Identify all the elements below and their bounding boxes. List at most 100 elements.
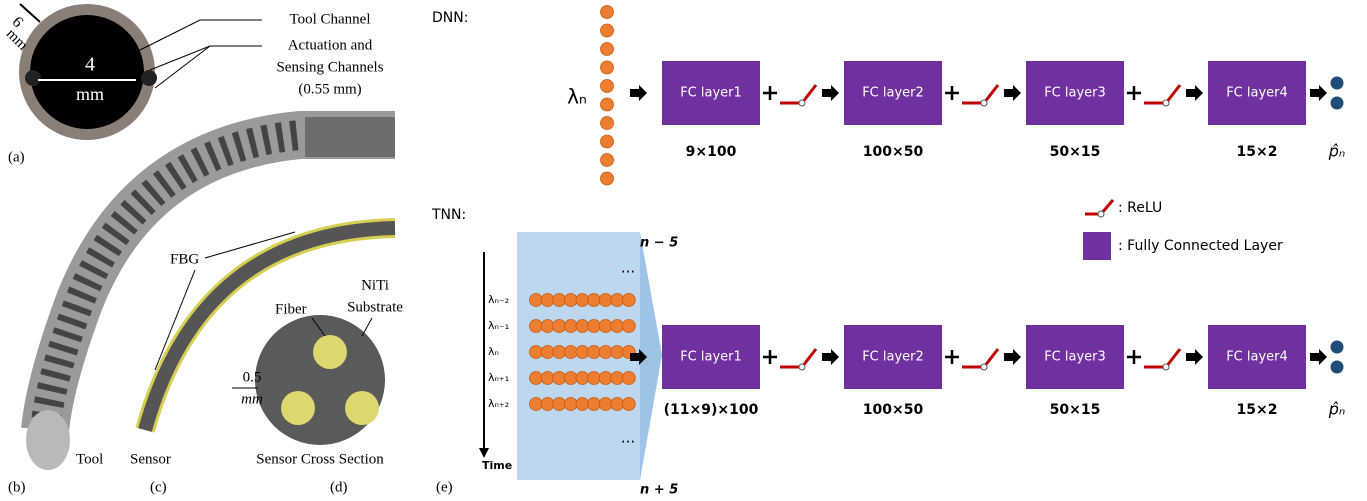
label: Actuation and [288,37,373,53]
neuron [601,80,614,93]
input-label: λₙ [567,85,587,109]
label: Sensing Channels [276,59,383,75]
arrow [1186,85,1203,101]
label: FBG [170,251,199,267]
arrow [1186,349,1203,365]
neuron [564,294,577,307]
layer-size: 9×100 [686,144,737,160]
label: (0.55 mm) [298,81,361,97]
relu-icon [799,100,805,106]
neuron [588,398,601,411]
neuron [611,398,624,411]
layer-name: FC layer2 [862,350,924,365]
panel-label: (b) [8,479,26,495]
channel [25,70,41,86]
label: mm [241,391,263,407]
neuron [576,346,589,359]
ellipsis: ... [621,429,635,447]
output-neuron [1331,361,1344,374]
neuron [601,43,614,56]
neuron [541,398,554,411]
legend-label: : ReLU [1118,200,1162,216]
neuron [601,98,614,111]
cross-section [255,315,385,445]
neuron [601,135,614,148]
neuron [576,372,589,385]
neuron [599,398,612,411]
relu-icon [981,364,987,370]
time-arrow [479,448,489,458]
neuron [564,372,577,385]
layer-size: 15×2 [1237,402,1278,418]
legend: : ReLU : Fully Connected Layer [1083,200,1283,260]
neuron [576,294,589,307]
leader [362,318,372,336]
neuron [601,172,614,185]
neuron [541,346,554,359]
neuron [599,320,612,333]
neuron [553,294,566,307]
relu-icon [799,364,805,370]
input-label: λₙ₊₂ [488,397,509,410]
neuron [553,398,566,411]
relu-icon [1163,100,1169,106]
layer-name: FC layer3 [1044,350,1106,365]
neuron [541,372,554,385]
neuron [601,6,614,19]
layer-name: FC layer1 [680,350,742,365]
neuron [601,24,614,37]
neuron [530,294,543,307]
robot-shaft [305,117,395,157]
neuron [564,398,577,411]
legend-label: : Fully Connected Layer [1118,238,1283,254]
neuron [553,372,566,385]
neuron [611,346,624,359]
input-label: λₙ₋₂ [488,293,509,306]
neuron [622,320,635,333]
input-label: λₙ₊₁ [488,371,509,384]
output-neuron [1331,77,1344,90]
window-start: n − 5 [640,236,678,251]
arrow [1310,349,1327,365]
neuron [530,320,543,333]
neuron [564,320,577,333]
relu-icon [780,349,816,367]
neuron [530,346,543,359]
neuron [599,294,612,307]
output-neuron [1331,97,1344,110]
relu-icon [1098,211,1104,217]
relu-icon [1163,364,1169,370]
neuron [530,372,543,385]
arrow [822,349,839,365]
figure: 4 mm 6 mm Tool Channel Actuation and Sen… [0,0,1367,501]
window-end: n + 5 [640,483,678,498]
layer-size: (11×9)×100 [664,402,759,418]
neuron [541,294,554,307]
output-neuron [1331,341,1344,354]
section-title: DNN: [432,10,468,26]
section-title: TNN: [431,207,466,223]
neuron [588,346,601,359]
fiber [345,391,379,425]
legend-swatch [1083,232,1111,260]
arrow [822,85,839,101]
layer-name: FC layer1 [680,86,742,101]
neuron [564,346,577,359]
panel-label: (c) [150,479,167,495]
layer-name: FC layer3 [1044,86,1106,101]
neuron [588,320,601,333]
neuron [541,320,554,333]
input-label: λₙ [488,345,499,358]
layer-name: FC layer2 [862,86,924,101]
neuron [588,294,601,307]
arrow [1004,349,1021,365]
layer-name: FC layer4 [1226,350,1288,365]
label: Tool Channel [289,11,370,27]
layer-size: 15×2 [1237,144,1278,160]
arrow [1004,85,1021,101]
neuron [622,372,635,385]
label: Tool [76,451,103,467]
output-label: p̂ₙ [1328,142,1346,161]
arrow [1310,85,1327,101]
fiber [313,335,347,369]
